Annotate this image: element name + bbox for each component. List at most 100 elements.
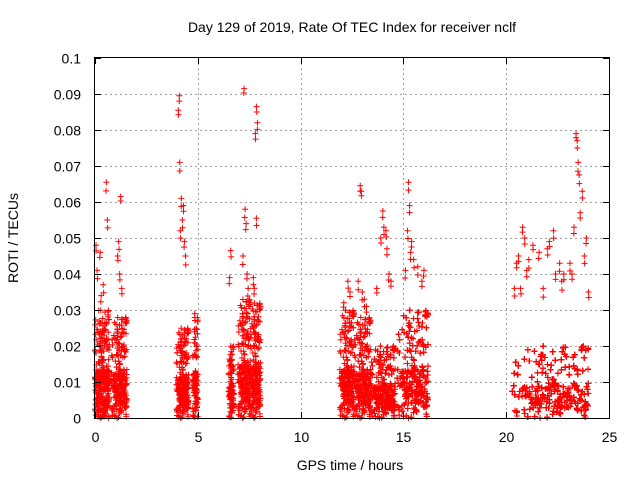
data-point: [399, 408, 406, 415]
data-point: [581, 354, 588, 361]
data-point: [246, 397, 253, 404]
data-point: [411, 362, 418, 369]
data-point: [351, 352, 358, 359]
data-point: [176, 159, 183, 166]
data-point: [92, 321, 99, 328]
data-point: [185, 399, 192, 406]
data-point: [102, 387, 109, 394]
data-point: [94, 267, 101, 274]
data-point: [191, 384, 198, 391]
data-point: [252, 350, 259, 357]
data-point: [341, 330, 348, 337]
data-point: [178, 359, 185, 366]
data-point: [418, 283, 425, 290]
data-point: [416, 382, 423, 389]
data-point: [585, 390, 592, 397]
data-point: [369, 393, 376, 400]
data-point: [574, 400, 581, 407]
data-point: [117, 406, 124, 413]
data-point: [176, 92, 183, 99]
data-point: [241, 327, 248, 334]
data-point: [362, 399, 369, 406]
data-point: [345, 388, 352, 395]
data-point: [247, 406, 254, 413]
data-point: [116, 340, 123, 347]
data-point: [177, 377, 184, 384]
data-point: [420, 349, 427, 356]
data-point: [347, 397, 354, 404]
data-point: [357, 372, 364, 379]
data-point: [174, 349, 181, 356]
data-point: [92, 316, 99, 323]
data-point: [558, 366, 565, 373]
data-point: [179, 410, 186, 417]
data-point: [544, 392, 551, 399]
data-point: [574, 137, 581, 144]
data-point: [105, 311, 112, 318]
data-point: [235, 328, 242, 335]
data-point: [239, 332, 246, 339]
data-point: [358, 330, 365, 337]
data-point: [183, 380, 190, 387]
data-point: [407, 348, 414, 355]
data-point: [529, 383, 536, 390]
data-point: [545, 404, 552, 411]
data-point: [534, 378, 541, 385]
data-point: [351, 369, 358, 376]
data-point: [179, 402, 186, 409]
data-point: [358, 192, 365, 199]
data-point: [405, 399, 412, 406]
data-point: [423, 411, 430, 418]
data-point: [177, 227, 184, 234]
data-point: [114, 257, 121, 264]
data-point: [253, 103, 260, 110]
data-point: [514, 371, 521, 378]
data-point: [361, 333, 368, 340]
data-point: [181, 342, 188, 349]
data-point: [375, 408, 382, 415]
data-point: [413, 408, 420, 415]
data-point: [553, 409, 560, 416]
data-point: [368, 370, 375, 377]
data-point: [94, 326, 101, 333]
data-point: [118, 398, 125, 405]
data-point: [191, 310, 198, 317]
data-point: [364, 345, 371, 352]
data-point: [246, 393, 253, 400]
data-point: [252, 308, 259, 315]
data-point: [251, 285, 258, 292]
data-point: [104, 224, 111, 231]
data-point: [355, 278, 362, 285]
data-point: [237, 391, 244, 398]
data-point: [235, 361, 242, 368]
data-point: [241, 351, 248, 358]
data-point: [346, 380, 353, 387]
data-point: [380, 348, 387, 355]
data-point: [229, 390, 236, 397]
data-point: [419, 340, 426, 347]
data-point: [583, 401, 590, 408]
data-point: [344, 365, 351, 372]
data-point: [179, 371, 186, 378]
data-point: [192, 334, 199, 341]
data-point: [257, 369, 264, 376]
data-point: [256, 370, 263, 377]
data-point: [401, 386, 408, 393]
data-point: [191, 328, 198, 335]
data-point: [110, 384, 117, 391]
data-point: [511, 370, 518, 377]
data-point: [236, 378, 243, 385]
data-point: [410, 409, 417, 416]
data-point: [548, 362, 555, 369]
data-point: [100, 406, 107, 413]
data-point: [404, 360, 411, 367]
data-point: [383, 366, 390, 373]
data-point: [182, 401, 189, 408]
data-point: [415, 319, 422, 326]
data-point: [191, 317, 198, 324]
data-point: [337, 383, 344, 390]
data-point: [524, 346, 531, 353]
data-point: [345, 327, 352, 334]
data-point: [123, 380, 130, 387]
data-point: [344, 357, 351, 364]
